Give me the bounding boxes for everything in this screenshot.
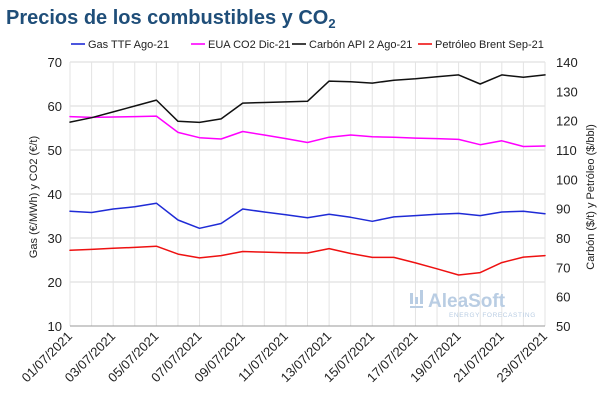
y-tick-label-right: 120 [556, 114, 578, 129]
y-tick-label-left: 50 [48, 143, 62, 158]
watermark-tagline: ENERGY FORECASTING [449, 312, 536, 319]
y-axis-title-left: Gas (€/MWh) y CO2 (€/t) [28, 136, 40, 258]
y-tick-label-left: 30 [48, 231, 62, 246]
y-tick-label-right: 90 [556, 202, 570, 217]
y-tick-label-left: 40 [48, 187, 62, 202]
series-line-4 [69, 245, 546, 276]
y-tick-label-left: 60 [48, 99, 62, 114]
watermark-logo: AleaSoft ENERGY FORECASTING [410, 290, 536, 319]
watermark-brand: AleaSoft [428, 291, 506, 312]
series [69, 74, 546, 276]
series-line-2 [69, 115, 546, 148]
y-tick-label-right: 110 [556, 143, 577, 158]
y-tick-label-right: 80 [556, 231, 570, 246]
y-tick-label-left: 70 [48, 55, 62, 70]
axes: 1020304050607050607080901001101201301400… [18, 55, 577, 385]
y-tick-label-right: 60 [556, 290, 570, 305]
y-axis-title-right: Carbón ($/t) y Petróleo ($/bbl) [585, 124, 597, 270]
legend-label: Carbón API 2 Ago-21 [309, 39, 412, 51]
y-tick-label-right: 70 [556, 260, 570, 275]
y-tick-label-right: 140 [556, 55, 578, 70]
legend-label: Gas TTF Ago-21 [88, 39, 169, 51]
y-tick-label-right: 100 [556, 172, 578, 187]
aleasoft-logo-icon [410, 290, 423, 308]
grid [69, 61, 546, 327]
legend-label: EUA CO2 Dic-21 [208, 39, 291, 51]
y-tick-label-left: 20 [48, 275, 62, 290]
series-line-3 [69, 74, 546, 124]
legend: Gas TTF Ago-21 EUA CO2 Dic-21 Carbón API 2… [71, 39, 544, 51]
chart-title: Precios de los combustibles y CO2 [6, 7, 336, 31]
y-tick-label-right: 50 [556, 319, 570, 334]
y-tick-label-right: 130 [556, 84, 578, 99]
series-line-1 [69, 202, 546, 230]
legend-label: Petróleo Brent Sep-21 [435, 39, 544, 51]
y-tick-label-left: 10 [48, 319, 62, 334]
